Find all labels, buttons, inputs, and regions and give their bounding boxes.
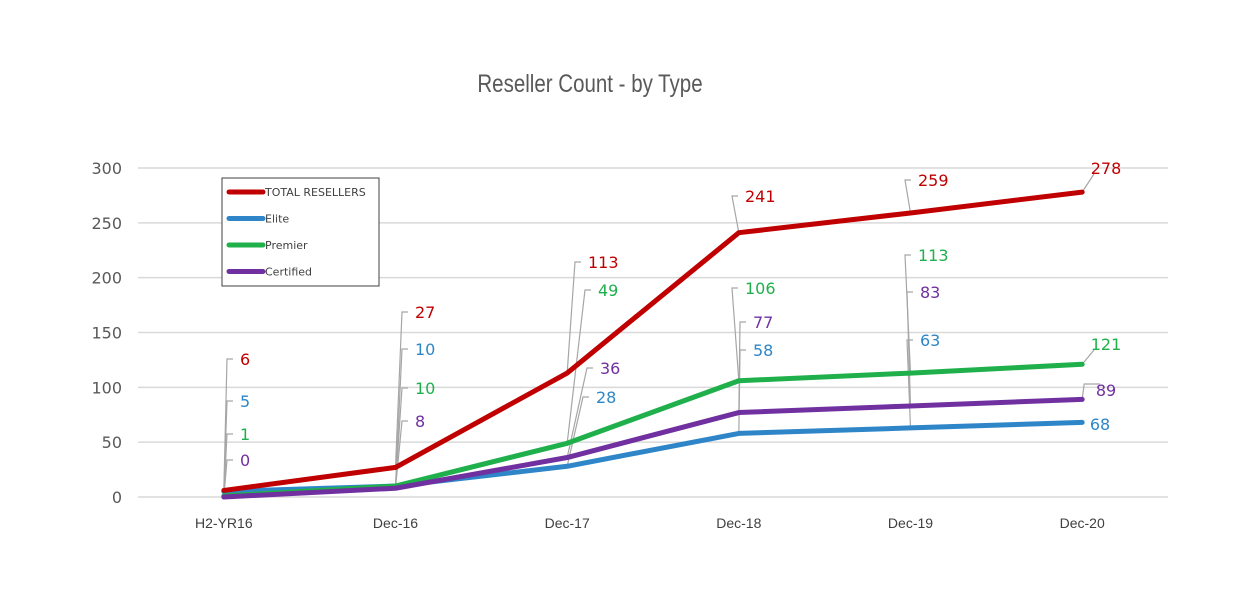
series-line-total-resellers — [221, 189, 1085, 493]
data-label: 1 — [240, 425, 250, 444]
x-tick-label: Dec-20 — [1060, 515, 1105, 531]
data-label: 63 — [920, 331, 940, 350]
leader-line — [566, 367, 593, 458]
series-line-certified — [221, 396, 1085, 500]
legend-box — [221, 177, 380, 287]
y-tick-label: 0 — [112, 488, 122, 507]
y-tick-label: 200 — [91, 269, 122, 288]
leader-line — [394, 348, 408, 487]
data-label: 89 — [1096, 381, 1116, 400]
series-line-premier — [221, 361, 1085, 499]
y-tick-label: 50 — [102, 433, 122, 452]
leader-line — [731, 195, 740, 233]
y-axis: 0 50 100 150 200 250 300 — [91, 159, 122, 507]
data-label: 8 — [415, 412, 425, 431]
data-label: 68 — [1090, 415, 1110, 434]
data-label: 28 — [596, 388, 616, 407]
data-label: 106 — [745, 279, 776, 298]
leader-line — [731, 287, 740, 381]
data-label: 6 — [240, 350, 250, 369]
data-label: 241 — [745, 187, 776, 206]
series-lines — [221, 189, 1085, 500]
leader-line — [394, 387, 408, 487]
x-tick-label: Dec-19 — [888, 515, 933, 531]
leader-line — [223, 459, 233, 498]
legend-label: TOTAL RESELLERS — [264, 186, 366, 199]
gridlines — [138, 167, 1168, 498]
data-label: 49 — [598, 281, 618, 300]
data-label: 36 — [600, 359, 620, 378]
leader-line — [566, 261, 581, 374]
x-tick-label: H2-YR16 — [195, 515, 253, 531]
x-tick-label: Dec-16 — [373, 515, 418, 531]
data-label: 77 — [753, 313, 773, 332]
leader-line — [904, 179, 912, 214]
data-label: 10 — [415, 379, 435, 398]
legend-label: Elite — [265, 213, 289, 226]
label-leader-lines — [223, 173, 1100, 498]
leader-line — [1081, 349, 1095, 365]
data-label: 83 — [920, 283, 940, 302]
x-tick-label: Dec-17 — [545, 515, 590, 531]
data-label: 5 — [240, 392, 250, 411]
x-axis: H2-YR16 Dec-16 Dec-17 Dec-18 Dec-19 Dec-20 — [195, 515, 1105, 531]
leader-line — [1081, 383, 1100, 400]
leader-line — [223, 400, 233, 492]
leader-line — [566, 289, 591, 444]
leader-line — [394, 311, 408, 468]
legend: TOTAL RESELLERS Elite Premier Certified — [221, 177, 380, 287]
leader-line — [906, 291, 913, 406]
y-tick-label: 300 — [91, 159, 122, 178]
legend-label: Premier — [265, 239, 308, 252]
legend-label: Certified — [265, 266, 312, 279]
leader-line — [223, 433, 233, 496]
data-label: 113 — [588, 253, 619, 272]
data-label: 278 — [1091, 159, 1122, 178]
y-tick-label: 150 — [91, 324, 122, 343]
data-label: 121 — [1091, 335, 1122, 354]
data-label: 58 — [753, 341, 773, 360]
data-label: 0 — [240, 451, 250, 470]
leader-line — [906, 339, 913, 428]
data-label: 10 — [415, 340, 435, 359]
data-label: 259 — [918, 171, 949, 190]
data-labels: 6 27 113 241 259 278 5 10 28 58 63 68 1 10 49 106 113 121… — [240, 159, 1121, 470]
data-label: 27 — [415, 303, 435, 322]
y-tick-label: 100 — [91, 378, 122, 397]
data-label: 113 — [918, 246, 949, 265]
chart-title: Reseller Count - by Type — [477, 70, 703, 98]
leader-line — [1081, 173, 1095, 193]
x-tick-label: Dec-18 — [716, 515, 761, 531]
y-tick-label: 250 — [91, 214, 122, 233]
